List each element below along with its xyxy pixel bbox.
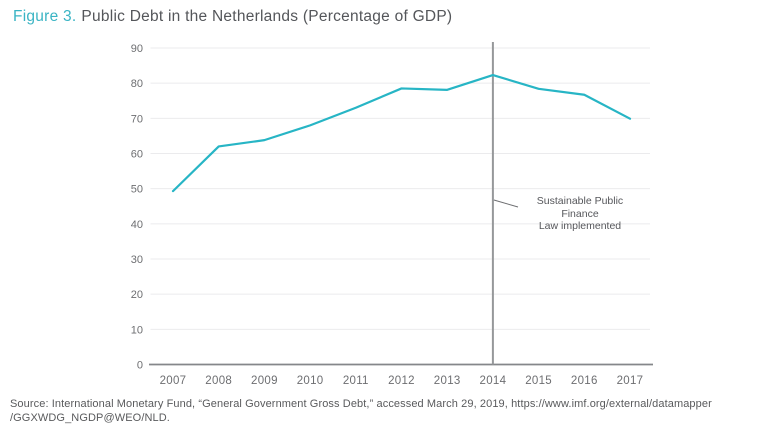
y-tick-label: 30 bbox=[131, 254, 143, 266]
x-tick-label: 2016 bbox=[571, 375, 598, 387]
y-gridlines bbox=[150, 47, 650, 330]
x-tick-label: 2012 bbox=[388, 375, 415, 387]
y-tick-label: 80 bbox=[131, 78, 143, 90]
x-tick-label: 2011 bbox=[343, 375, 369, 387]
y-axis-labels: 0 10 20 30 40 50 60 70 80 90 bbox=[131, 43, 143, 372]
annotation-connector bbox=[493, 199, 519, 208]
x-tick-label: 2017 bbox=[617, 375, 644, 387]
source-line-1: Source: International Monetary Fund, “Ge… bbox=[10, 398, 712, 410]
y-tick-label: 90 bbox=[131, 43, 143, 55]
x-axis-labels: 2007 2008 2009 2010 2011 2012 2013 2014 2015 2016… bbox=[160, 375, 644, 387]
x-tick-label: 2008 bbox=[205, 375, 232, 387]
x-tick-label: 2014 bbox=[480, 375, 507, 387]
y-tick-label: 40 bbox=[131, 219, 143, 231]
y-tick-label: 60 bbox=[131, 149, 143, 161]
figure-title: Figure 3. Public Debt in the Netherlands … bbox=[13, 8, 452, 26]
y-tick-label: 70 bbox=[131, 113, 143, 125]
source-line-2: /GGXWDG_NGDP@WEO/NLD. bbox=[10, 411, 170, 424]
y-tick-label: 0 bbox=[137, 360, 143, 372]
y-tick-label: 20 bbox=[131, 289, 143, 301]
figure-title-text: Public Debt in the Netherlands (Percenta… bbox=[81, 8, 453, 25]
x-tick-label: 2010 bbox=[297, 375, 324, 387]
x-tick-label: 2013 bbox=[434, 375, 461, 387]
law-annotation: Sustainable Public Finance Law implement… bbox=[536, 195, 624, 232]
x-tick-label: 2015 bbox=[525, 375, 552, 387]
y-tick-label: 10 bbox=[131, 324, 143, 336]
x-tick-label: 2009 bbox=[251, 375, 278, 387]
figure-label: Figure 3. bbox=[13, 8, 77, 25]
y-tick-label: 50 bbox=[131, 184, 143, 196]
x-tick-label: 2007 bbox=[160, 375, 187, 387]
debt-line bbox=[171, 73, 632, 193]
source-note: Source: International Monetary Fund, “Ge… bbox=[10, 398, 765, 425]
